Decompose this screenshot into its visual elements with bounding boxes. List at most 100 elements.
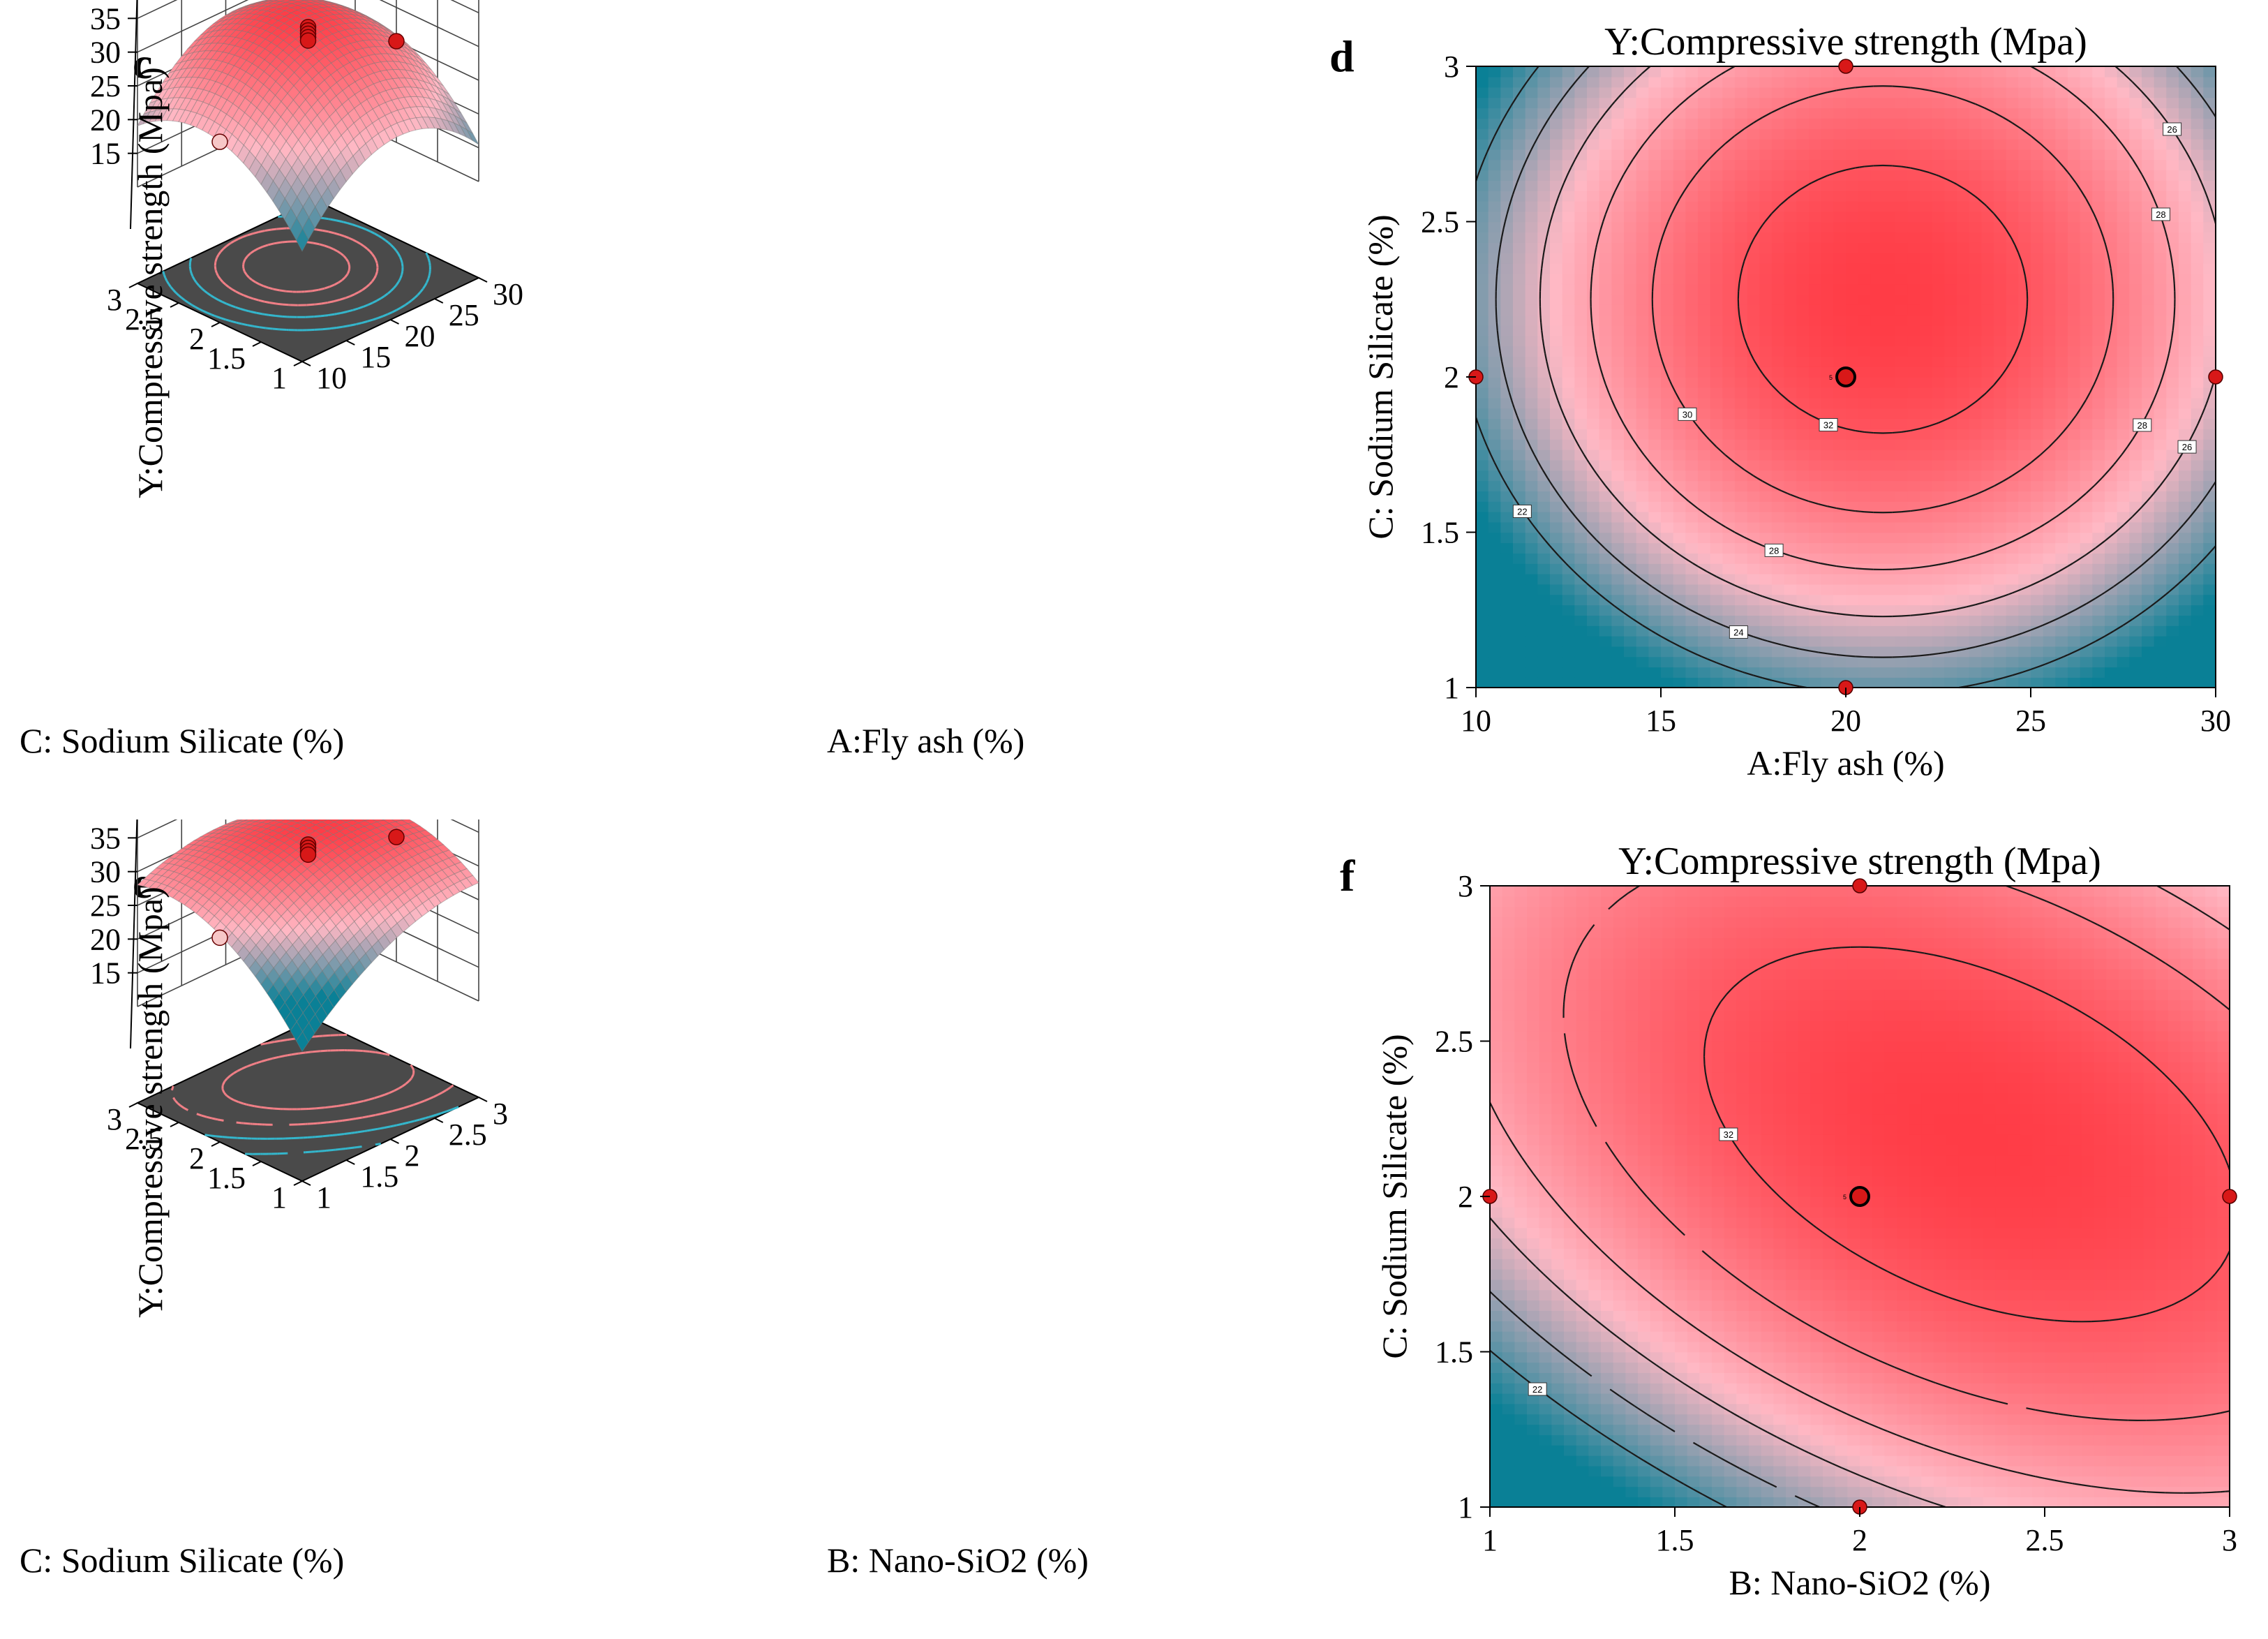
heatmap-cell xyxy=(1550,315,1563,326)
heatmap-cell xyxy=(1685,315,1699,326)
heatmap-cell xyxy=(1994,294,2007,305)
floor-contour-segment xyxy=(210,295,216,299)
heatmap-cell xyxy=(1476,532,1489,544)
heatmap-cell xyxy=(2179,138,2192,150)
heatmap-cell xyxy=(1537,605,1551,616)
heatmap-cell xyxy=(1870,262,1883,274)
floor-contour-segment xyxy=(248,296,254,300)
heatmap-cell xyxy=(1759,656,1773,668)
heatmap-cell xyxy=(2105,563,2118,574)
heatmap-cell xyxy=(2105,149,2118,161)
heatmap-cell xyxy=(1476,656,1489,668)
heatmap-cell xyxy=(1846,76,1859,88)
heatmap-cell xyxy=(1895,356,1909,367)
heatmap-cell xyxy=(1772,667,1785,678)
floor-contour-segment xyxy=(344,297,347,299)
heatmap-cell xyxy=(2105,66,2118,77)
heatmap-cell xyxy=(1944,221,1957,233)
heatmap-cell xyxy=(1796,429,1810,440)
heatmap-cell xyxy=(1661,87,1674,98)
heatmap-cell xyxy=(2006,635,2020,647)
heatmap-cell xyxy=(2166,377,2179,388)
heatmap-cell xyxy=(1994,149,2007,161)
floor-contour-segment xyxy=(428,262,431,266)
heatmap-cell xyxy=(1624,335,1637,347)
heatmap-cell xyxy=(1513,283,1526,295)
heatmap-cell xyxy=(1858,491,1872,502)
heatmap-cell xyxy=(1895,97,1909,109)
heatmap-cell xyxy=(1661,232,1674,243)
floor-contour-segment xyxy=(306,241,314,244)
heatmap-cell xyxy=(1525,366,1539,378)
floor-contour-segment xyxy=(258,230,265,233)
heatmap-cell xyxy=(2166,66,2179,77)
heatmap-cell xyxy=(1488,377,1502,388)
heatmap-cell xyxy=(2006,294,2020,305)
heatmap-cell xyxy=(1932,159,1946,171)
heatmap-cell xyxy=(1981,221,1994,233)
heatmap-cell xyxy=(2018,118,2031,129)
heatmap-cell xyxy=(1796,563,1810,574)
heatmap-cell xyxy=(1500,149,1514,161)
heatmap-cell xyxy=(1994,118,2007,129)
heatmap-cell xyxy=(1969,542,1983,554)
heatmap-cell xyxy=(1821,646,1835,658)
heatmap-cell xyxy=(1488,387,1502,399)
heatmap-cell xyxy=(1574,356,1588,367)
surface-cell xyxy=(262,0,274,2)
heatmap-cell xyxy=(1747,170,1761,181)
heatmap-cell xyxy=(2191,118,2204,129)
heatmap-cell xyxy=(1488,408,1502,420)
floor-contour-segment xyxy=(251,311,257,314)
heatmap-cell xyxy=(1944,584,1957,595)
heatmap-cell xyxy=(2055,128,2068,140)
y-tick-label: 2.5 xyxy=(125,302,163,336)
heatmap-cell xyxy=(2166,635,2179,647)
heatmap-cell xyxy=(1747,573,1761,585)
floor-contour-segment xyxy=(395,281,400,285)
heatmap-cell xyxy=(1858,408,1872,420)
heatmap-cell xyxy=(2105,315,2118,326)
heatmap-cell xyxy=(2154,573,2168,585)
floor-contour-segment xyxy=(426,279,430,283)
heatmap-cell xyxy=(1685,118,1699,129)
heatmap-cell xyxy=(1661,325,1674,336)
heatmap-cell xyxy=(1599,677,1613,688)
heatmap-cell xyxy=(1994,170,2007,181)
heatmap-cell xyxy=(2018,138,2031,150)
heatmap-cell xyxy=(1599,511,1613,523)
heatmap-cell xyxy=(1673,128,1687,140)
floor-contour-segment xyxy=(427,258,431,262)
heatmap-cell xyxy=(1476,346,1489,357)
heatmap-cell xyxy=(1513,221,1526,233)
heatmap-cell xyxy=(1611,470,1625,482)
heatmap-cell xyxy=(1895,542,1909,554)
heatmap-cell xyxy=(2154,76,2168,88)
heatmap-cell xyxy=(2018,501,2031,512)
heatmap-cell xyxy=(1981,232,1994,243)
heatmap-cell xyxy=(1722,366,1736,378)
heatmap-cell xyxy=(2191,532,2204,544)
heatmap-cell xyxy=(1858,439,1872,450)
heatmap-cell xyxy=(1574,315,1588,326)
heatmap-cell xyxy=(1784,325,1798,336)
heatmap-cell xyxy=(1895,87,1909,98)
heatmap-cell xyxy=(1722,418,1736,429)
heatmap-cell xyxy=(1747,76,1761,88)
contour-line-segment xyxy=(1590,586,1597,593)
heatmap-cell xyxy=(2129,491,2142,502)
heatmap-cell xyxy=(1796,521,1810,533)
heatmap-cell xyxy=(1488,667,1502,678)
heatmap-cell xyxy=(1550,501,1563,512)
heatmap-cell xyxy=(1550,615,1563,626)
heatmap-cell xyxy=(2055,315,2068,326)
heatmap-cell xyxy=(1957,491,1970,502)
heatmap-cell xyxy=(1796,262,1810,274)
heatmap-cell xyxy=(1537,232,1551,243)
heatmap-cell xyxy=(1981,283,1994,295)
heatmap-cell xyxy=(1981,377,1994,388)
contour-line-segment xyxy=(1506,485,1512,494)
heatmap-cell xyxy=(2080,294,2094,305)
heatmap-cell xyxy=(1636,356,1650,367)
heatmap-cell xyxy=(2018,397,2031,409)
